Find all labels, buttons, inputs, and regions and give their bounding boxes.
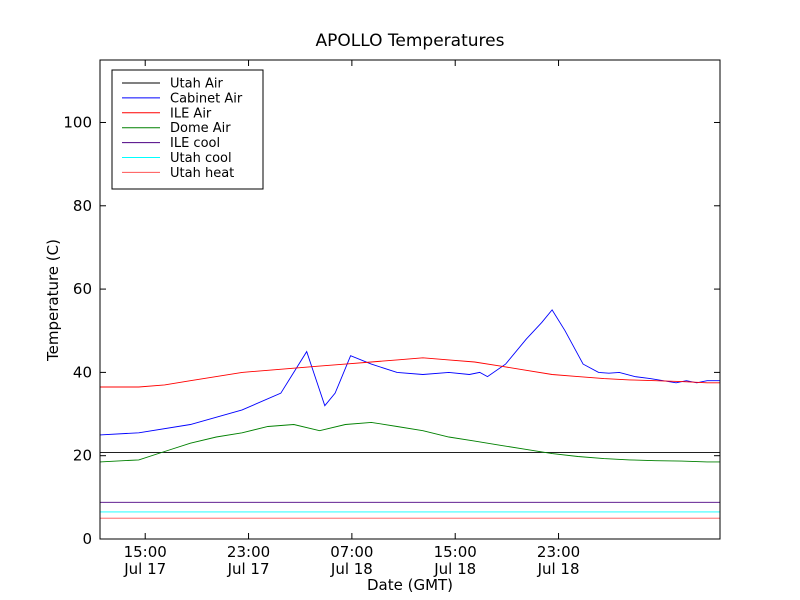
legend-box xyxy=(111,69,264,190)
y-tick-label: 80 xyxy=(73,197,92,215)
x-tick-label-time: 23:00 xyxy=(537,543,580,561)
legend-label-cabinet-air: Cabinet Air xyxy=(170,91,243,106)
chart-title: APOLLO Temperatures xyxy=(316,31,505,51)
series-line-ile-air xyxy=(100,357,720,388)
y-tick-label: 60 xyxy=(73,280,92,298)
x-tick-label-time: 23:00 xyxy=(227,543,270,561)
x-axis-label: Date (GMT) xyxy=(367,576,453,594)
x-tick-label-time: 15:00 xyxy=(434,543,477,561)
legend-label-utah-heat: Utah heat xyxy=(170,166,234,181)
y-axis-label: Temperature (C) xyxy=(44,239,62,362)
series-line-dome-air xyxy=(100,421,720,463)
legend-label-dome-air: Dome Air xyxy=(170,121,231,136)
x-tick-label-date: Jul 18 xyxy=(330,560,373,578)
x-tick-label-time: 15:00 xyxy=(124,543,167,561)
x-tick-label-date: Jul 17 xyxy=(123,560,166,578)
y-tick-label: 40 xyxy=(73,363,92,381)
legend-label-ile-cool: ILE cool xyxy=(170,136,220,151)
legend-label-utah-air: Utah Air xyxy=(170,77,223,92)
x-tick-label-date: Jul 18 xyxy=(537,560,580,578)
legend-label-utah-cool: Utah cool xyxy=(170,151,232,166)
x-tick-label-date: Jul 18 xyxy=(433,560,476,578)
x-tick-label-time: 07:00 xyxy=(330,543,373,561)
plot-frame xyxy=(99,59,721,540)
y-tick-label: 100 xyxy=(63,113,92,131)
legend-label-ile-air: ILE Air xyxy=(170,106,212,121)
y-tick-label: 20 xyxy=(73,447,92,465)
x-tick-label-date: Jul 17 xyxy=(227,560,270,578)
series-layer xyxy=(100,309,720,519)
y-tick-label: 0 xyxy=(82,530,92,548)
